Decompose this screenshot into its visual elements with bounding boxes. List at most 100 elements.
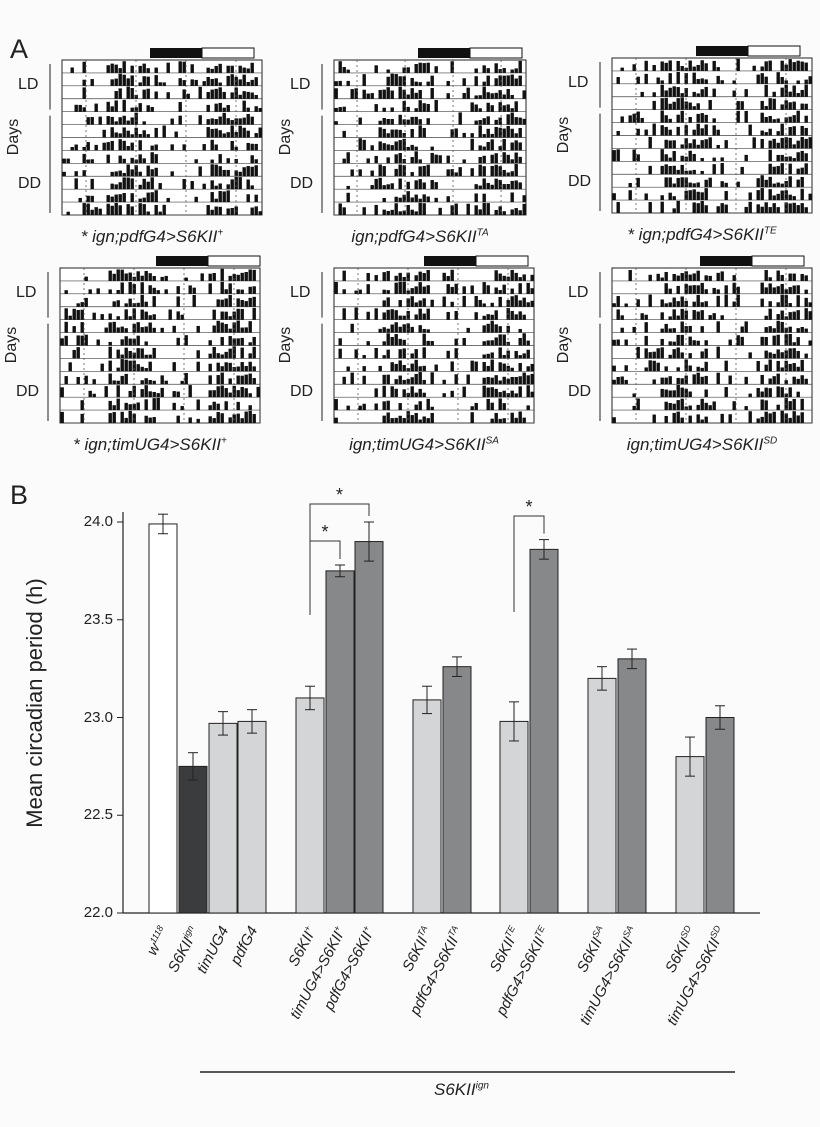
activity-bar [648,352,652,359]
activity-bar [164,289,168,294]
activity-bar [510,412,514,423]
activity-bar [386,412,390,423]
activity-bar [688,325,692,333]
activity-bar [478,108,482,112]
activity-bar [768,378,772,385]
activity-bar [772,287,776,294]
activity-bar [218,82,222,86]
activity-bar [244,388,248,398]
light-phase-bar [475,255,529,267]
activity-bar [92,379,96,385]
activity-bar [430,88,434,99]
activity-bar [518,300,522,307]
activity-bar [110,140,114,151]
activity-bar [236,413,240,423]
bar [325,570,355,914]
activity-bar [466,374,470,385]
activity-bar [632,405,636,411]
activity-bar [700,60,704,71]
activity-bar [628,183,632,188]
activity-bar [252,366,256,372]
activity-bar [748,201,752,213]
activity-bar [138,198,142,203]
activity-bar [206,76,210,86]
activity-bar [474,184,478,190]
activity-bar [704,86,708,97]
activity-bar [684,125,688,136]
activity-bar [130,75,134,86]
activity-bar [374,275,378,281]
activity-bar [422,103,426,112]
activity-bar [402,281,406,294]
activity-bar [752,65,756,71]
actogram-panel [47,45,813,424]
activity-bar [474,104,478,112]
activity-bar [402,379,406,385]
activity-bar [190,181,194,190]
activity-bar [788,163,792,175]
activity-bar [760,130,764,136]
activity-bar [196,325,200,333]
activity-bar [122,115,126,125]
activity-bar [398,415,402,423]
activity-bar [668,316,672,320]
activity-bar [334,399,338,411]
activity-bar [446,196,450,203]
activity-bar [744,406,748,411]
activity-bar [346,152,350,164]
activity-bar [502,334,506,346]
activity-bar [390,119,394,125]
activity-bar [226,184,230,190]
activity-bar [780,60,784,71]
activity-bar [482,118,486,125]
activity-bar [156,397,160,411]
activity-bar [498,398,502,411]
activity-bar [100,314,104,320]
activity-bar [792,196,796,201]
activity-bar [470,138,474,151]
activity-bar [426,340,430,346]
activity-bar [526,349,530,359]
activity-bar [696,182,700,188]
activity-bar [138,140,142,151]
activity-bar [106,65,110,73]
activity-bar [426,164,430,177]
activity-bar [788,273,792,281]
activity-bar [438,207,442,215]
activity-bar [222,191,226,203]
activity-bar [780,410,784,423]
activity-bar [118,139,122,151]
activity-bar [144,270,148,281]
activity-bar [510,171,514,177]
activity-bar [228,294,232,307]
activity-bar [442,379,446,385]
activity-bar [672,297,676,307]
activity-bar [664,97,668,110]
activity-bar [426,103,430,112]
activity-bar [390,309,394,320]
activity-bar [652,379,656,385]
activity-bar [150,192,154,203]
activity-bar [676,200,680,213]
activity-bar [780,87,784,97]
activity-bar [708,177,712,188]
activity-bar [106,116,110,125]
activity-bar [760,298,764,307]
activity-bar [502,211,506,215]
activity-bar [788,156,792,162]
activity-bar [688,102,692,110]
activity-bar [224,362,228,372]
activity-bar [402,100,406,112]
activity-bar [660,277,664,281]
activity-bar [514,272,518,281]
activity-bar [728,375,732,385]
activity-bar [208,353,212,359]
activity-bar [720,80,724,84]
activity-bar [680,110,684,123]
activity-bar [132,403,136,411]
activity-bar [110,116,114,125]
activity-bar [386,133,390,138]
activity-bar [82,79,86,86]
activity-bar [696,191,700,201]
activity-bar [506,104,510,112]
